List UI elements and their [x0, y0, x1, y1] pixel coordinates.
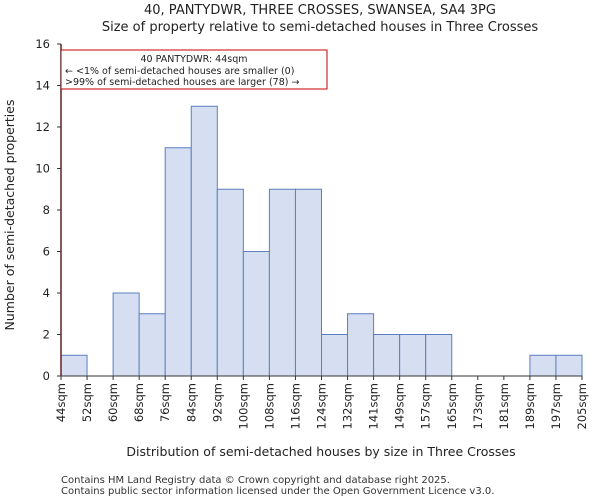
x-tick-label: 165sqm	[445, 383, 459, 429]
bar-157sqm	[425, 334, 453, 377]
bar-76sqm	[164, 147, 192, 377]
x-tick-label: 149sqm	[393, 383, 407, 429]
bar-84sqm	[190, 105, 218, 377]
x-tick-label: 205sqm	[575, 383, 589, 429]
x-tick-label: 68sqm	[132, 383, 146, 422]
bar-68sqm	[138, 313, 166, 377]
bar-116sqm	[294, 188, 323, 377]
footer-line-2: Contains public sector information licen…	[61, 486, 494, 497]
x-tick-label: 76sqm	[158, 383, 172, 422]
annotation-line-1: 40 PANTYDWR: 44sqm	[140, 54, 247, 65]
y-tick-label: 0	[43, 369, 50, 383]
y-tick-label: 12	[35, 120, 50, 134]
x-tick-label: 173sqm	[471, 383, 485, 429]
y-tick-label: 10	[35, 162, 50, 176]
bar-141sqm	[373, 334, 401, 377]
y-tick-label: 8	[43, 203, 50, 217]
x-tick-label: 124sqm	[315, 383, 329, 429]
x-tick-label: 100sqm	[236, 383, 250, 429]
x-tick-label: 108sqm	[262, 383, 276, 429]
annotation-frame	[60, 49, 328, 90]
x-tick-label: 181sqm	[497, 383, 511, 429]
x-tick-label: 116sqm	[288, 383, 302, 429]
bar-44sqm	[60, 354, 88, 377]
bar-149sqm	[399, 334, 427, 377]
y-tick-label: 4	[43, 286, 50, 300]
x-tick-label: 84sqm	[184, 383, 198, 422]
chart-title-line-1: 40, PANTYDWR, THREE CROSSES, SWANSEA, SA…	[144, 3, 496, 18]
x-tick-label: 197sqm	[549, 383, 563, 429]
bar-108sqm	[268, 188, 296, 377]
x-tick-label: 141sqm	[367, 383, 381, 429]
y-ticks-group: 0 2 4 6 8 10 12 14 16	[35, 37, 61, 383]
annotation-box: 40 PANTYDWR: 44sqm ← <1% of semi-detache…	[60, 49, 328, 90]
y-axis-label: Number of semi-detached properties	[2, 100, 17, 331]
x-axis-label: Distribution of semi-detached houses by …	[126, 444, 515, 459]
y-tick-label: 2	[43, 328, 50, 342]
bar-132sqm	[347, 313, 375, 377]
x-tick-label: 157sqm	[419, 383, 433, 429]
x-tick-label: 52sqm	[80, 383, 94, 422]
annotation-line-2: ← <1% of semi-detached houses are smalle…	[65, 66, 294, 77]
y-tick-label: 16	[35, 37, 50, 51]
y-tick-label: 14	[35, 79, 50, 93]
x-tick-label: 132sqm	[341, 383, 355, 429]
chart-title-line-2: Size of property relative to semi-detach…	[102, 20, 539, 35]
y-tick-label: 6	[43, 245, 50, 259]
x-tick-label: 60sqm	[106, 383, 120, 422]
x-tick-label: 44sqm	[54, 383, 68, 422]
x-ticks-group: 44sqm 52sqm 60sqm 68sqm 76sqm 84sqm 92sqm 100sq…	[54, 376, 589, 429]
x-tick-label: 92sqm	[210, 383, 224, 422]
bar-124sqm	[321, 334, 349, 377]
footer-line-1: Contains HM Land Registry data © Crown c…	[61, 475, 450, 486]
bar-189sqm	[529, 354, 557, 377]
bar-197sqm	[555, 354, 583, 377]
annotation-line-3: >99% of semi-detached houses are larger …	[65, 77, 299, 88]
bar-92sqm	[216, 188, 244, 377]
bar-100sqm	[242, 251, 270, 377]
x-tick-label: 189sqm	[523, 383, 537, 429]
bars-group	[60, 105, 583, 377]
bar-60sqm	[112, 292, 140, 377]
